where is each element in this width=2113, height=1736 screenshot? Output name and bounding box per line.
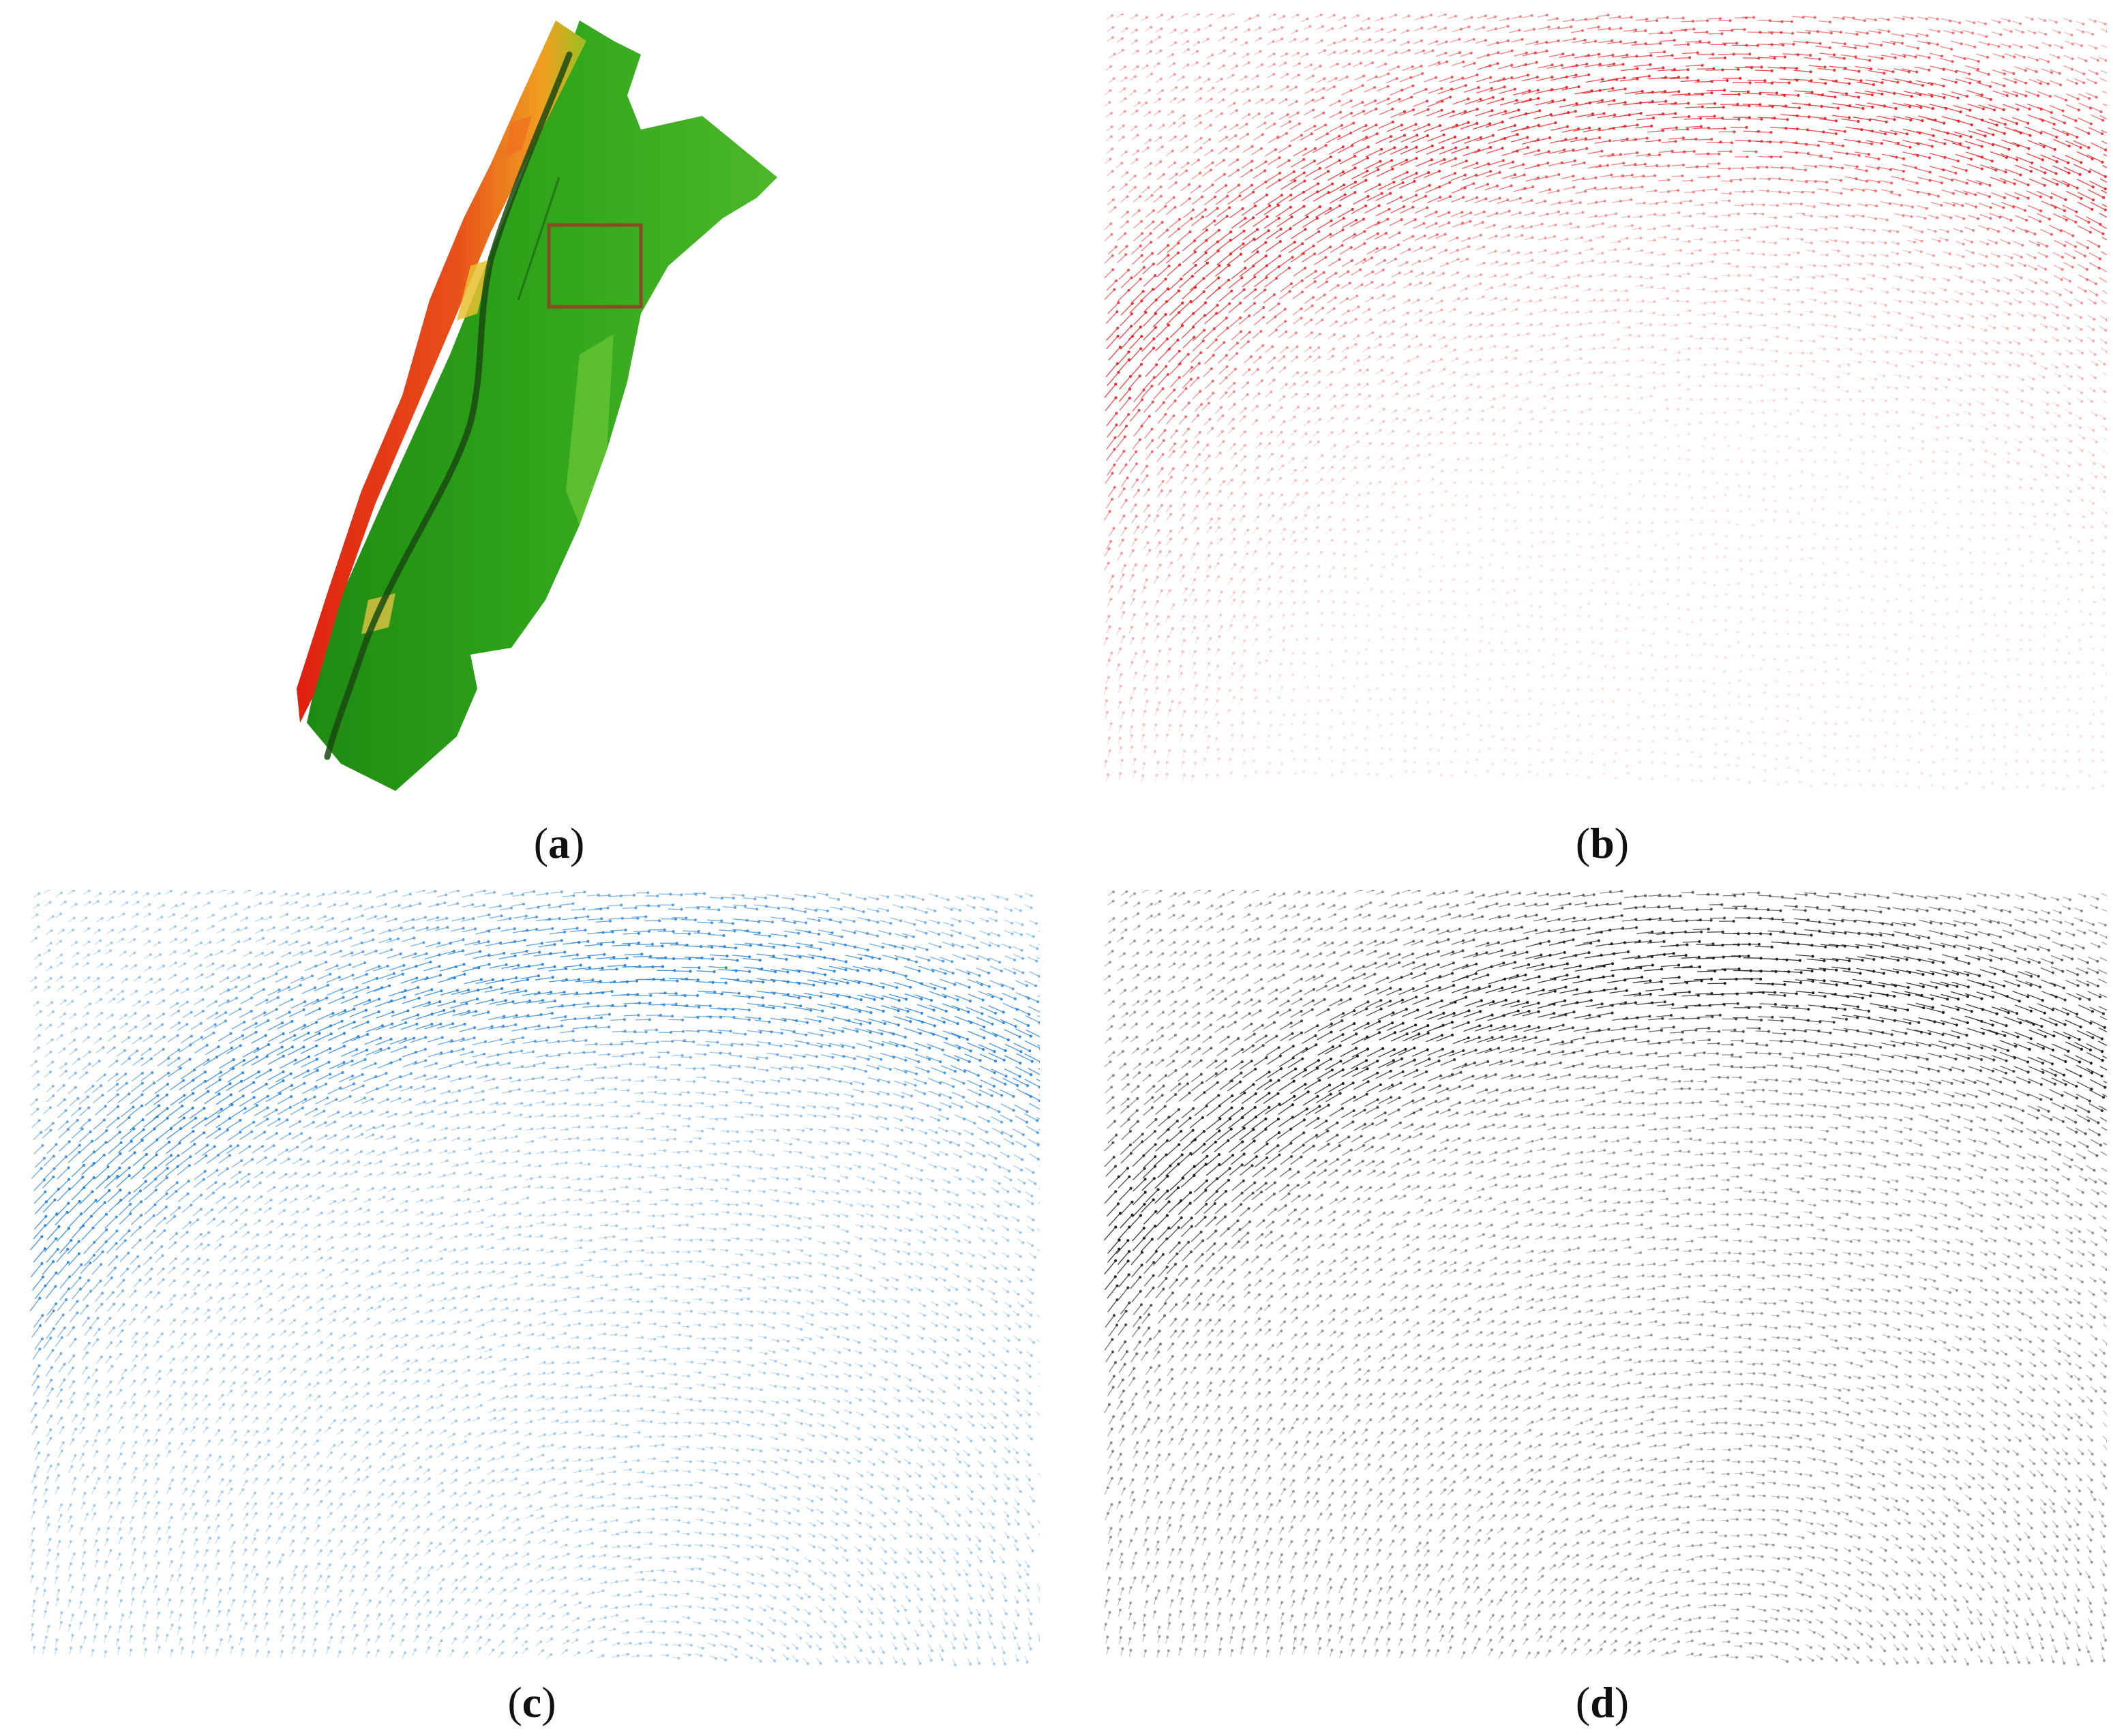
- vector-arrows-c: [29, 890, 1040, 1666]
- terrain-map: [297, 20, 777, 791]
- vector-field-panel-c: [27, 890, 1040, 1667]
- vector-field-blue: [29, 890, 1040, 1666]
- caption-b: (b): [1534, 818, 1670, 869]
- floodplain-region: [307, 20, 777, 791]
- terrain-map-panel: [286, 14, 791, 798]
- river-channel: [324, 51, 573, 760]
- vector-arrows-b: [1103, 14, 2107, 791]
- vector-field-panel-d: [1101, 890, 2107, 1667]
- vector-arrows-d: [1103, 890, 2107, 1666]
- vector-field-panel-b: [1101, 14, 2107, 791]
- vector-field-red: [1103, 14, 2107, 791]
- caption-a: (a): [491, 818, 627, 869]
- vector-field-black: [1103, 890, 2107, 1666]
- caption-c: (c): [464, 1677, 600, 1728]
- caption-d: (d): [1534, 1677, 1670, 1728]
- inset-box: [547, 223, 643, 309]
